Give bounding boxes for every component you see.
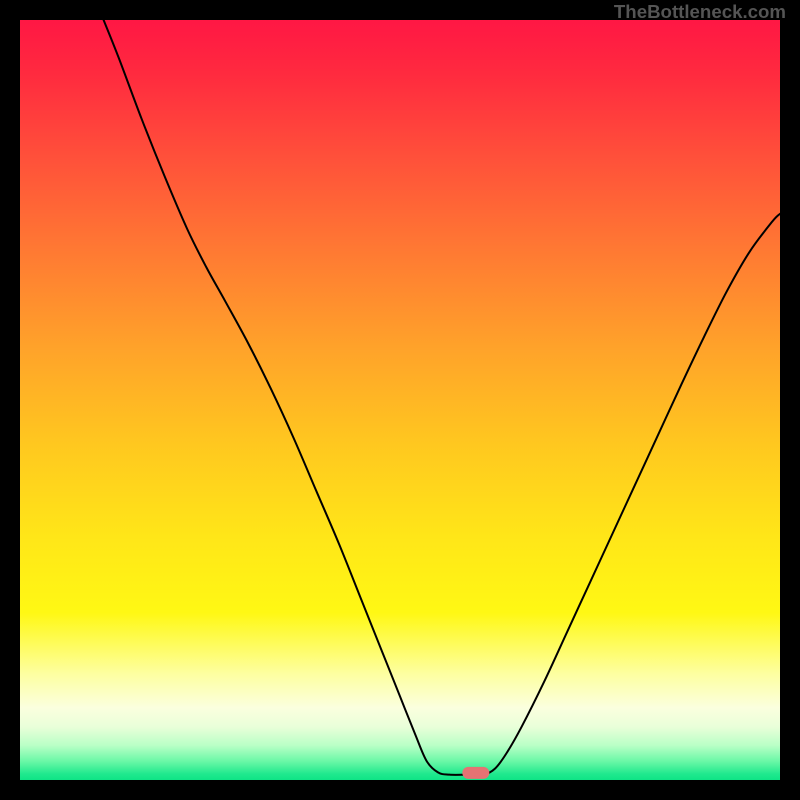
plot-area	[20, 20, 780, 780]
optimal-marker	[462, 767, 489, 779]
curve-layer	[20, 20, 780, 780]
attribution-label: TheBottleneck.com	[614, 1, 786, 23]
bottleneck-chart: TheBottleneck.com	[0, 0, 800, 800]
bottleneck-curve	[104, 20, 780, 775]
